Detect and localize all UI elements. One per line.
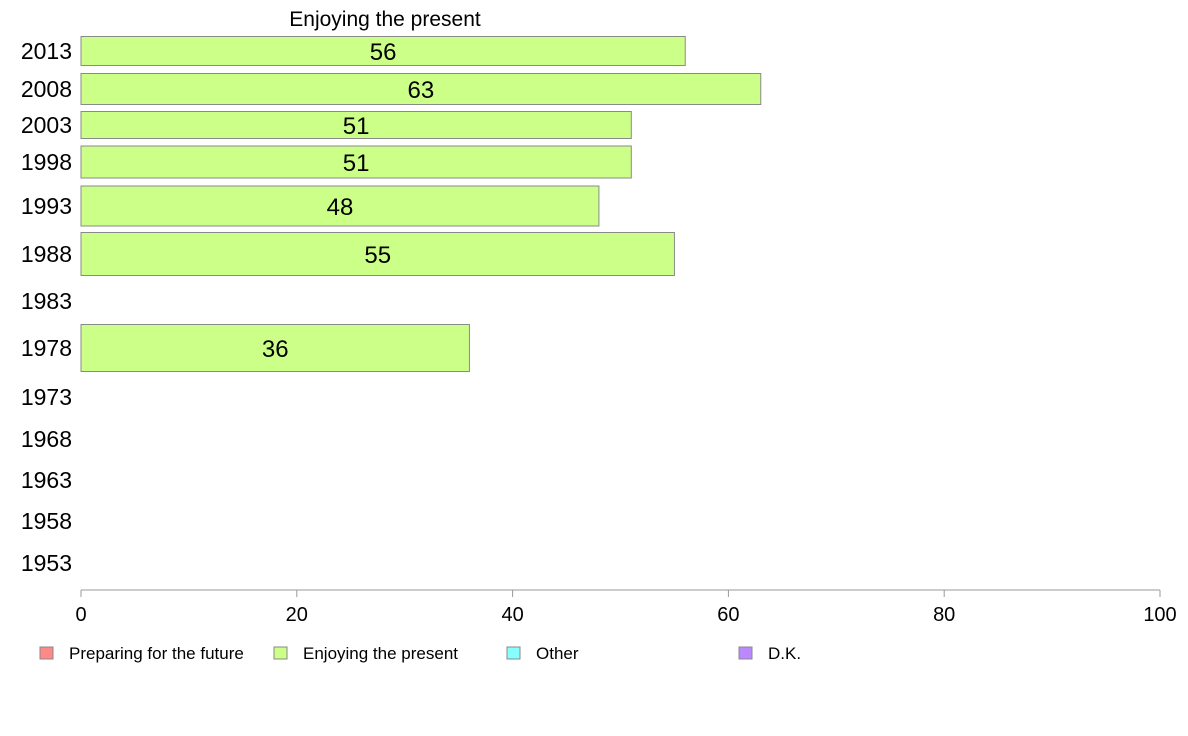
legend: Preparing for the future Enjoying the pre…: [39, 644, 801, 663]
legend-label-2: Other: [536, 644, 579, 663]
bar-2003: [80, 111, 632, 139]
bar-value-label-1998: 51: [343, 150, 370, 177]
y-tick-label-1958: 1958: [21, 508, 72, 534]
bar-1993: [80, 185, 600, 227]
bar-value-label-1978: 36: [262, 336, 289, 363]
legend-swatch-2: [506, 646, 521, 660]
bar-value-label-2013: 56: [370, 39, 397, 66]
bar-2013: [80, 36, 686, 66]
x-tick-label-20: 20: [286, 604, 308, 626]
x-tick-label-80: 80: [933, 604, 955, 626]
bar-value-label-2003: 51: [343, 113, 370, 140]
x-tick-label-0: 0: [75, 604, 86, 626]
x-tick-label-100: 100: [1143, 604, 1176, 626]
x-tick-label-40: 40: [501, 604, 523, 626]
legend-label-0: Preparing for the future: [69, 644, 244, 663]
bars-group: 56 63 51 51 48 55 36: [80, 36, 762, 372]
y-tick-label-1998: 1998: [21, 149, 72, 175]
bar-value-label-1993: 48: [327, 194, 354, 221]
bar-value-label-1988: 55: [364, 242, 391, 269]
y-tick-label-1988: 1988: [21, 241, 72, 267]
legend-label-1: Enjoying the present: [303, 644, 458, 663]
y-tick-label-1968: 1968: [21, 426, 72, 452]
legend-swatch-1: [273, 646, 288, 660]
y-tick-label-1973: 1973: [21, 384, 72, 410]
y-tick-label-1978: 1978: [21, 335, 72, 361]
y-tick-label-1993: 1993: [21, 193, 72, 219]
bar-1988: [80, 232, 675, 276]
y-tick-label-2008: 2008: [21, 76, 72, 102]
bar-value-label-2008: 63: [408, 77, 435, 104]
y-tick-label-1983: 1983: [21, 288, 72, 314]
x-tick-label-60: 60: [717, 604, 739, 626]
legend-label-3: D.K.: [768, 644, 801, 663]
bar-1978: [80, 324, 470, 372]
bar-1998: [80, 145, 632, 179]
y-tick-label-2013: 2013: [21, 38, 72, 64]
y-tick-label-2003: 2003: [21, 112, 72, 138]
y-axis-labels: 2013 2008 2003 1998 1993 1988 1983 1978 1973 1968…: [21, 38, 72, 576]
x-axis: 0 20 40 60 80 100: [75, 589, 1177, 626]
legend-swatch-0: [39, 646, 54, 660]
chart-title: Enjoying the present: [289, 8, 481, 31]
y-tick-label-1953: 1953: [21, 550, 72, 576]
y-tick-label-1963: 1963: [21, 467, 72, 493]
legend-swatch-3: [738, 646, 753, 660]
bar-2008: [80, 73, 762, 105]
